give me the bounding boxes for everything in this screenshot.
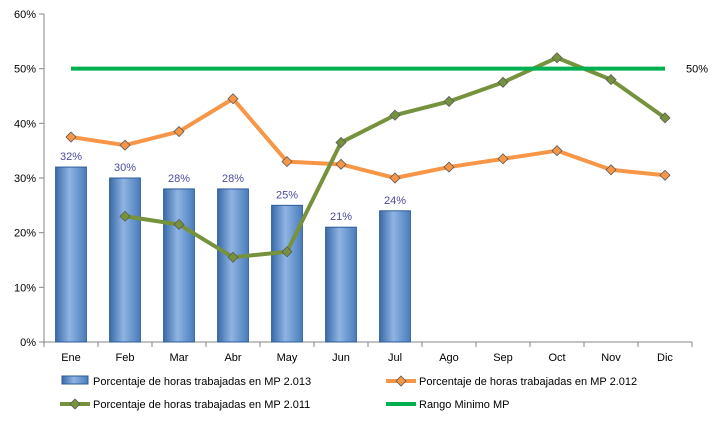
line-marker <box>605 74 617 86</box>
bar-data-label: 28% <box>222 173 244 185</box>
x-tick-label: Nov <box>601 352 621 364</box>
bar-series <box>55 166 411 343</box>
line-marker <box>227 251 239 263</box>
legend-item: Porcentaje de horas trabajadas en MP 2.0… <box>61 375 311 388</box>
y-tick-label: 20% <box>14 228 36 240</box>
bar <box>217 188 249 343</box>
x-tick-label: Jul <box>388 352 402 364</box>
x-tick-label: Feb <box>116 352 135 364</box>
reference-line-label: 50% <box>686 64 708 76</box>
legend-swatch-marker <box>395 375 407 387</box>
line-marker <box>497 76 509 88</box>
bar-data-label: 28% <box>168 173 190 185</box>
legend-item: Porcentaje de horas trabajadas en MP 2.0… <box>60 398 310 411</box>
x-tick-label: Sep <box>493 352 513 364</box>
axes: 0% 10% 20% 30% 40% 50% 60% Ene Feb Mar Abr May Jun Ju… <box>14 9 693 364</box>
x-tick-label: May <box>277 352 298 364</box>
x-tick-label: Jun <box>332 352 350 364</box>
y-tick-label: 0% <box>20 337 36 349</box>
y-tick-label: 40% <box>14 118 36 130</box>
data-labels: 32% 30% 28% 28% 25% 21% 24% 50% <box>60 64 708 224</box>
line-marker <box>335 158 347 170</box>
y-tick-label: 60% <box>14 9 36 21</box>
x-tick-label: Dic <box>657 352 673 364</box>
legend-swatch-bar <box>61 375 89 385</box>
legend-label: Rango Minimo MP <box>419 399 509 411</box>
line-marker <box>119 139 131 151</box>
line-marker <box>605 164 617 176</box>
bar <box>55 166 87 343</box>
bar <box>109 177 141 343</box>
bar <box>325 226 357 343</box>
x-tick-label: Oct <box>548 352 565 364</box>
y-tick-label: 10% <box>14 282 36 294</box>
line-marker <box>119 210 131 222</box>
legend-item: Rango Minimo MP <box>386 399 509 411</box>
line-marker <box>281 156 293 168</box>
y-tick-label: 30% <box>14 173 36 185</box>
bar-data-label: 25% <box>276 189 298 201</box>
bar <box>163 188 195 343</box>
legend-label: Porcentaje de horas trabajadas en MP 2.0… <box>93 376 311 388</box>
line-marker <box>227 93 239 105</box>
line-marker <box>443 95 455 108</box>
y-tick-label: 50% <box>14 64 36 76</box>
legend-label: Porcentaje de horas trabajadas en MP 2.0… <box>419 376 637 388</box>
x-tick-label: Ago <box>439 352 459 364</box>
line-marker <box>173 125 185 138</box>
legend-label: Porcentaje de horas trabajadas en MP 2.0… <box>93 399 310 411</box>
bar-data-label: 24% <box>384 195 406 207</box>
line-path <box>69 96 667 180</box>
bar <box>379 210 411 343</box>
bar-data-label: 30% <box>114 162 136 174</box>
line-marker <box>659 169 671 181</box>
line-marker <box>173 218 185 231</box>
legend: Porcentaje de horas trabajadas en MP 2.0… <box>60 375 637 411</box>
line-marker <box>551 52 563 64</box>
line-marker <box>551 145 563 157</box>
x-tick-label: Abr <box>224 352 241 364</box>
legend-item: Porcentaje de horas trabajadas en MP 2.0… <box>386 375 637 388</box>
line-marker <box>389 172 401 184</box>
line-marker <box>497 153 509 165</box>
line-marker <box>65 131 77 143</box>
bar-data-label: 32% <box>60 151 82 163</box>
line-marker <box>389 109 401 121</box>
line-marker <box>443 161 455 173</box>
line-marker <box>281 246 293 258</box>
line-marker <box>335 136 347 149</box>
bar-data-label: 21% <box>330 211 352 223</box>
x-tick-label: Ene <box>61 352 81 364</box>
x-tick-label: Mar <box>170 352 189 364</box>
line-marker <box>659 112 671 124</box>
legend-swatch-marker <box>69 398 81 410</box>
line-series <box>65 52 671 263</box>
